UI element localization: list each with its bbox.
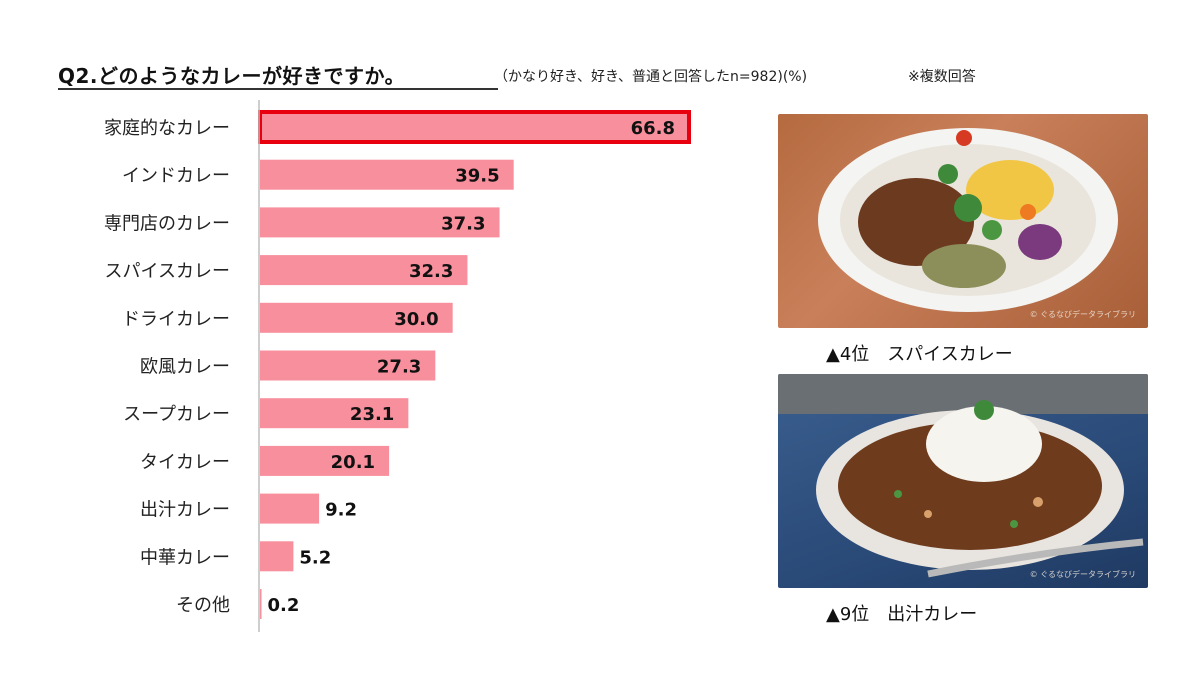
chart-title: Q2.どのようなカレーが好きですか。 — [58, 64, 406, 88]
dashi-curry-bowl — [778, 374, 1148, 578]
bar — [260, 255, 468, 286]
bar — [260, 445, 390, 476]
category-label: 家庭的なカレー — [104, 118, 230, 139]
category-label: スパイスカレー — [105, 261, 230, 282]
category-label: 中華カレー — [140, 547, 230, 568]
bar-highlighted — [258, 110, 691, 144]
category-label: 専門店のカレー — [104, 213, 230, 234]
bar — [260, 589, 262, 619]
category-label: 出汁カレー — [140, 500, 230, 521]
data-label: 27.3 — [377, 357, 421, 378]
category-label: インドカレー — [122, 166, 230, 187]
data-label: 23.1 — [350, 404, 394, 425]
data-label: 66.8 — [631, 118, 675, 139]
category-label: タイカレー — [140, 452, 230, 473]
data-label: 39.5 — [455, 166, 499, 187]
category-label: その他 — [176, 595, 230, 616]
dashi-curry-photo: © ぐるなびデータライブラリ — [778, 374, 1148, 588]
data-label: 32.3 — [409, 261, 453, 282]
category-label: ドライカレー — [122, 309, 230, 330]
photo-credit: © ぐるなびデータライブラリ — [1029, 570, 1136, 579]
data-label: 20.1 — [331, 452, 375, 473]
bar — [260, 302, 453, 333]
bar — [260, 207, 500, 238]
spice-curry-plate — [818, 128, 1118, 312]
bar — [260, 350, 436, 381]
chart-note: ※複数回答 — [908, 69, 976, 85]
bar-chart: 家庭的なカレー 66.8 インドカレー 39.5 専門店のカレー 37.3 スパイスカレー 3… — [104, 100, 691, 632]
data-label: 30.0 — [394, 309, 438, 330]
data-label: 0.2 — [268, 595, 300, 616]
data-label: 5.2 — [299, 547, 331, 568]
category-label: 欧風カレー — [140, 357, 230, 378]
data-label: 37.3 — [441, 213, 485, 234]
category-label: スープカレー — [123, 404, 230, 425]
data-label: 9.2 — [325, 500, 357, 521]
chart-subtitle: （かなり好き、好き、普通と回答したn=982)(%) — [494, 69, 808, 85]
bar — [260, 541, 294, 572]
bar — [260, 493, 320, 524]
chart-header: Q2.どのようなカレーが好きですか。 （かなり好き、好き、普通と回答したn=98… — [58, 58, 1158, 98]
title-underline — [58, 88, 498, 90]
photo-caption-9th: ▲9位 出汁カレー — [826, 604, 978, 625]
bar — [260, 398, 409, 429]
photo-caption-4th: ▲4位 スパイスカレー — [826, 344, 1013, 365]
spice-curry-photo: © ぐるなびデータライブラリ — [778, 114, 1148, 328]
bar — [260, 159, 514, 190]
photo-credit: © ぐるなびデータライブラリ — [1029, 310, 1136, 319]
